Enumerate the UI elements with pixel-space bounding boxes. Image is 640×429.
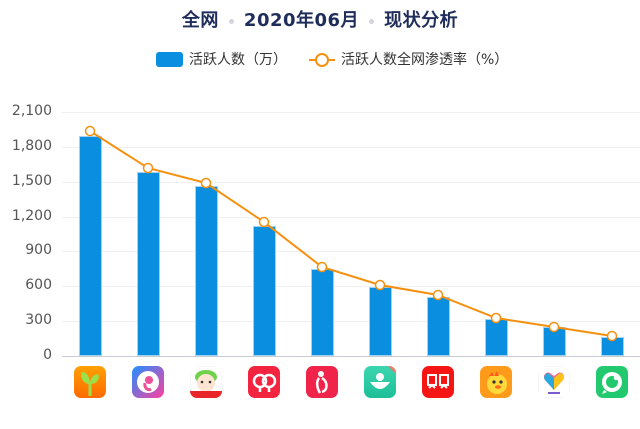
y-tick-label: 2,100 — [11, 103, 52, 119]
gridline — [62, 181, 640, 183]
y-tick-label: 900 — [25, 242, 52, 259]
green-bubble-app-icon — [596, 366, 628, 398]
bar[interactable] — [542, 326, 566, 356]
sprout-app-icon — [74, 366, 106, 398]
line-marker[interactable] — [432, 289, 444, 301]
title-date: 2020年06月 — [243, 10, 360, 31]
line-marker[interactable] — [142, 162, 154, 174]
gridline — [62, 146, 640, 148]
line-marker[interactable] — [606, 330, 618, 342]
line-marker[interactable] — [258, 216, 270, 228]
line-marker[interactable] — [374, 279, 386, 291]
y-tick-label: 600 — [25, 277, 52, 294]
y-tick-label: 1,200 — [11, 207, 52, 224]
gridline — [62, 286, 640, 288]
chick-app-icon — [480, 366, 512, 398]
legend-line-swatch[interactable] — [309, 52, 335, 67]
beibei-app-icon — [422, 366, 454, 398]
bar[interactable] — [310, 268, 334, 356]
line-marker[interactable] — [84, 125, 96, 137]
separator-dot — [228, 18, 234, 24]
legend-bar-label[interactable]: 活跃人数（万） — [189, 52, 287, 68]
separator-dot — [369, 18, 375, 24]
line-marker[interactable] — [548, 321, 560, 333]
y-tick-label: 300 — [25, 312, 52, 329]
y-tick-label: 0 — [43, 347, 52, 363]
bar[interactable] — [368, 286, 392, 356]
line-marker[interactable] — [200, 177, 212, 189]
x-axis-line — [62, 356, 640, 357]
bar[interactable] — [426, 296, 450, 356]
penetration-line — [89, 130, 613, 338]
y-tick-label: 1,800 — [11, 137, 52, 154]
gridline — [62, 251, 640, 253]
fetus-app-icon — [132, 366, 164, 398]
title-subject: 现状分析 — [384, 10, 459, 31]
bar[interactable] — [600, 336, 624, 356]
bar[interactable] — [484, 319, 508, 356]
baby-2019-app-icon — [190, 366, 222, 398]
bar[interactable] — [136, 171, 160, 356]
bar[interactable] — [78, 136, 102, 356]
bar[interactable] — [252, 225, 276, 356]
heart-app-icon — [538, 366, 570, 398]
legend-line-label[interactable]: 活跃人数全网渗透率（%） — [341, 52, 509, 68]
bar[interactable] — [194, 186, 218, 356]
legend-bar-swatch[interactable] — [156, 51, 183, 67]
teal-face-app-icon — [364, 366, 396, 398]
chart-title: 全网 2020年06月 现状分析 — [0, 6, 640, 32]
y-tick-label: 1,500 — [11, 172, 52, 189]
gridline — [62, 321, 640, 323]
gridline — [62, 216, 640, 218]
pregnant-app-icon — [306, 366, 338, 398]
line-marker[interactable] — [490, 312, 502, 324]
title-scope: 全网 — [181, 10, 219, 31]
legend: 活跃人数（万） 活跃人数全网渗透率（%） — [156, 49, 508, 69]
line-marker[interactable] — [316, 261, 328, 273]
gridline — [62, 112, 640, 113]
red-circles-app-icon — [248, 366, 280, 398]
